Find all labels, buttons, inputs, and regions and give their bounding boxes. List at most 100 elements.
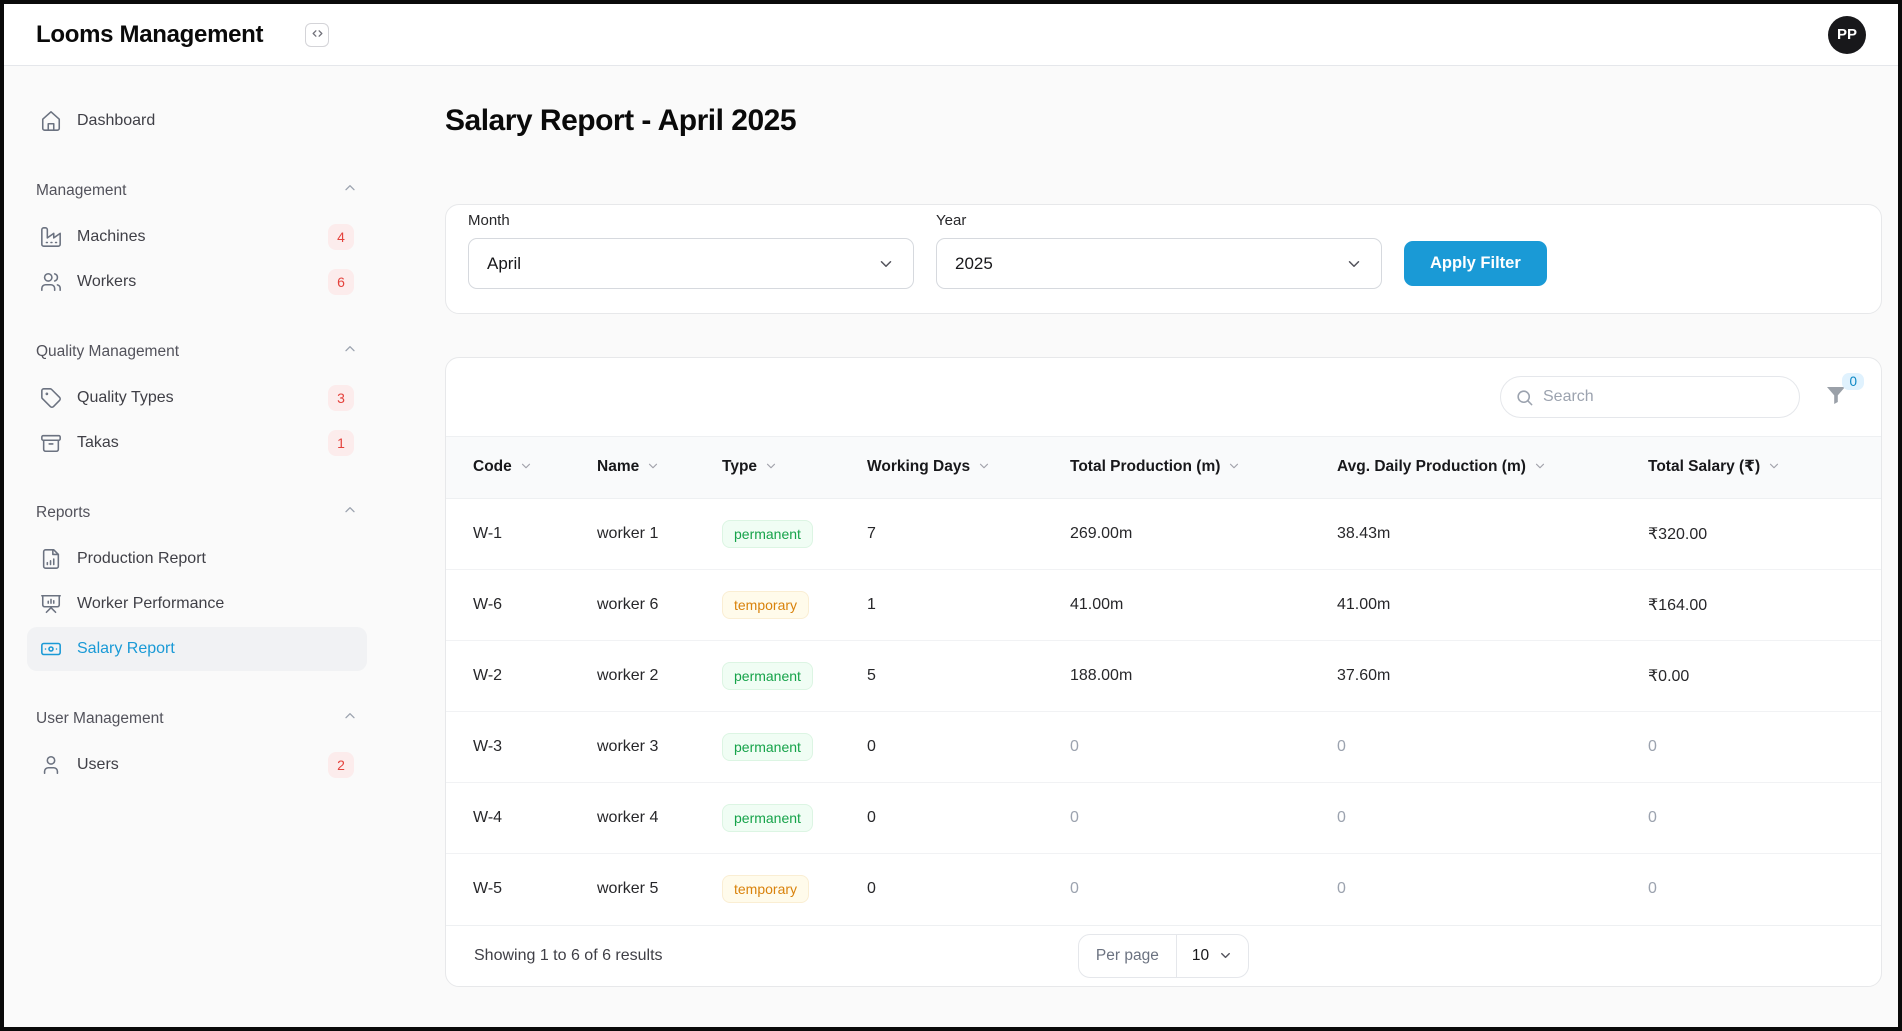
table-row: W-1 worker 1 permanent 7 269.00m 38.43m ₹320.0… (446, 498, 1881, 570)
avatar[interactable]: PP (1828, 15, 1866, 54)
cell-total-production: 0 (1070, 782, 1337, 854)
cell-name: worker 4 (597, 782, 722, 854)
column-header-avg-daily-production-m[interactable]: Avg. Daily Production (m) (1337, 436, 1648, 499)
cell-code: W-6 (446, 569, 597, 641)
per-page-select[interactable]: Per page 10 (1077, 933, 1250, 978)
factory-icon (40, 226, 62, 248)
salary-table: Code Name Type Working Days Total Production… (446, 436, 1881, 925)
sidebar-section-label: User Management (36, 709, 164, 727)
banknote-icon (40, 638, 62, 660)
cell-code: W-3 (446, 711, 597, 783)
home-icon (40, 110, 62, 132)
sidebar-item-takas[interactable]: Takas 1 (27, 421, 367, 465)
cell-name: worker 5 (597, 880, 659, 898)
per-page-label: Per page (1079, 934, 1177, 977)
cell-avg-daily-production: 0 (1337, 880, 1346, 898)
apply-filter-button[interactable]: Apply Filter (1404, 241, 1547, 286)
sidebar-toggle-button[interactable] (305, 22, 330, 47)
search-input[interactable] (1543, 388, 1785, 406)
type-badge: temporary (722, 591, 810, 619)
main-content: Salary Report - April 2025 Month April Y… (390, 66, 1898, 1027)
type-badge: permanent (722, 520, 813, 548)
cell-total-salary: 0 (1648, 711, 1881, 783)
cell-total-production: 41.00m (1070, 569, 1337, 641)
month-field: Month April (468, 212, 914, 289)
topbar: Looms Management PP (4, 4, 1898, 66)
column-header-code[interactable]: Code (446, 436, 597, 499)
filter-funnel-button[interactable] (1820, 377, 1852, 416)
sidebar-item-label: Machines (77, 228, 146, 245)
sidebar-item-production-report[interactable]: Production Report (27, 537, 367, 581)
app-title: Looms Management (36, 20, 264, 48)
sidebar-section-quality-management[interactable]: Quality Management (36, 341, 358, 362)
users-icon (40, 271, 62, 293)
column-header-total-salary[interactable]: Total Salary (₹) (1648, 436, 1881, 499)
cell-type: permanent (722, 498, 867, 570)
chevron-down-icon (1348, 260, 1360, 267)
app-body: Dashboard Management Machines 4 Workers 6 Qual… (4, 66, 1898, 1027)
page-title: Salary Report - April 2025 (445, 104, 797, 137)
tag-icon (40, 387, 62, 409)
sidebar-item-label: Quality Types (77, 389, 174, 406)
table-row: W-5 worker 5 temporary 0 0 0 0 (446, 854, 1881, 925)
sidebar-item-worker-performance[interactable]: Worker Performance (27, 582, 367, 626)
filter-count-badge: 0 (1842, 373, 1864, 390)
cell-avg-daily-production: 37.60m (1337, 640, 1648, 712)
cell-working-days: 7 (867, 498, 1070, 570)
cell-avg-daily-production: 38.43m (1337, 498, 1648, 570)
funnel-icon (1824, 387, 1848, 410)
cell-type: permanent (722, 640, 867, 712)
sidebar-item-label: Users (77, 756, 119, 773)
table-row: W-2 worker 2 permanent 5 188.00m 37.60m ₹0.00 (446, 640, 1881, 712)
cell-code: W-4 (446, 782, 597, 854)
sidebar-section-user-management[interactable]: User Management (36, 708, 358, 729)
column-header-name[interactable]: Name (597, 436, 722, 499)
column-header-total-production-m[interactable]: Total Production (m) (1070, 436, 1337, 499)
sort-chevron-icon (519, 459, 533, 478)
cell-code: W-2 (446, 640, 597, 712)
cell-type: temporary (722, 569, 867, 641)
archive-icon (40, 432, 62, 454)
sidebar-section-reports[interactable]: Reports (36, 502, 358, 523)
cell-total-production: 269.00m (1070, 498, 1337, 570)
sidebar-item-quality-types[interactable]: Quality Types 3 (27, 376, 367, 420)
type-badge: temporary (722, 875, 810, 904)
sidebar-item-machines[interactable]: Machines 4 (27, 215, 367, 259)
count-badge: 1 (328, 430, 354, 456)
sidebar-section-label: Reports (36, 503, 91, 521)
filter-control: 0 (1820, 373, 1864, 417)
chevron-down-icon (1221, 952, 1231, 959)
month-label: Month (468, 212, 510, 229)
count-badge: 6 (328, 269, 354, 295)
sidebar-item-label: Dashboard (77, 112, 156, 129)
chevron-up-icon (342, 502, 358, 523)
sidebar-section-management[interactable]: Management (36, 180, 358, 201)
sidebar-item-salary-report[interactable]: Salary Report (27, 627, 367, 671)
sidebar-item-users[interactable]: Users 2 (27, 743, 367, 787)
sidebar-item-label: Production Report (77, 550, 206, 567)
cell-name: worker 1 (597, 498, 722, 570)
filter-card: Month April Year 2025 Apply Filter (445, 204, 1882, 314)
column-header-type[interactable]: Type (722, 436, 867, 499)
cell-working-days: 0 (867, 782, 1070, 854)
column-header-working-days[interactable]: Working Days (867, 436, 1070, 499)
sort-chevron-icon (1227, 459, 1241, 478)
sidebar: Dashboard Management Machines 4 Workers 6 Qual… (4, 66, 390, 1027)
table-row: W-4 worker 4 permanent 0 0 0 0 (446, 782, 1881, 854)
table-row: W-3 worker 3 permanent 0 0 0 0 (446, 711, 1881, 783)
cell-avg-daily-production: 0 (1337, 782, 1648, 854)
sort-chevron-icon (764, 459, 778, 478)
cell-working-days: 0 (867, 880, 876, 898)
sidebar-item-dashboard[interactable]: Dashboard (27, 99, 367, 143)
cell-code: W-1 (446, 498, 597, 570)
year-select[interactable]: 2025 (936, 238, 1382, 289)
cell-avg-daily-production: 0 (1337, 711, 1648, 783)
month-select[interactable]: April (468, 238, 914, 289)
cell-name: worker 6 (597, 569, 722, 641)
sidebar-item-workers[interactable]: Workers 6 (27, 260, 367, 304)
type-badge: permanent (722, 804, 813, 832)
table-footer: Showing 1 to 6 of 6 results Per page 10 (446, 924, 1881, 986)
sidebar-section-label: Management (36, 181, 127, 199)
